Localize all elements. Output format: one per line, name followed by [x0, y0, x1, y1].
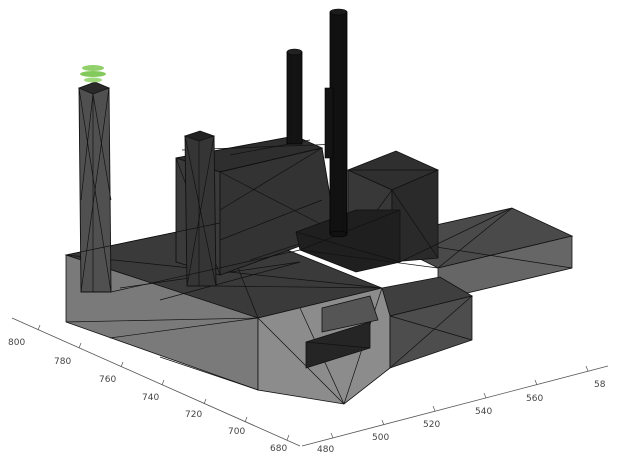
back-right-cube-edge [391, 189, 439, 259]
connector-edge [299, 209, 401, 251]
right-tick-mark [534, 379, 538, 386]
small-front-box-top [321, 295, 379, 333]
mid-column [183, 130, 217, 287]
small-roof-stack [324, 87, 334, 159]
left-axis: 800 780 760 740 720 700 680 [8, 317, 301, 452]
short-stack-body [286, 51, 303, 145]
platform-edge [159, 261, 301, 301]
building-edge [219, 171, 337, 233]
left-chimney-edge [92, 93, 112, 201]
platform-edge [109, 317, 259, 339]
overlay-edge [65, 222, 221, 256]
left-tick-mark [244, 416, 248, 423]
emission-plume [80, 65, 106, 83]
platform-edge [159, 356, 259, 391]
left-chimney-edge [80, 93, 94, 201]
right-tick-mark [585, 365, 589, 372]
short-stack-cap [286, 48, 303, 56]
right-tick-label: 520 [423, 420, 440, 430]
right-tick-label: 500 [372, 433, 389, 443]
right-tick-label: 58 [594, 380, 606, 390]
left-chimney-edge [80, 87, 110, 293]
left-chimney [77, 81, 112, 293]
overlay-edge [399, 207, 513, 263]
model-wireframe-overlay [65, 207, 513, 293]
right-axis: 480 500 520 540 560 58 [301, 365, 609, 452]
plume-layer [80, 71, 106, 77]
right-tick-mark [330, 432, 334, 439]
lower-right-box-edge [389, 315, 473, 341]
left-tick-label: 800 [8, 338, 25, 348]
left-tick-mark [203, 398, 207, 405]
building-edge [219, 199, 323, 241]
overlay-edge [299, 249, 439, 269]
right-axis-ticks [330, 365, 589, 439]
right-axis-line [301, 365, 609, 447]
connector-edge [295, 231, 401, 263]
left-tick-label: 680 [270, 444, 287, 452]
plume-layer [84, 77, 102, 83]
left-axis-line [11, 317, 301, 447]
right-tick-mark [432, 405, 436, 412]
small-front-box-edge [305, 341, 371, 349]
overlay-edge [215, 285, 383, 289]
left-tick-label: 760 [99, 375, 116, 385]
tall-stack-base [329, 230, 348, 238]
left-tick-mark [286, 434, 290, 441]
building-edge [219, 147, 323, 211]
lower-right-box [381, 276, 474, 369]
right-tick-label: 540 [475, 407, 492, 417]
left-tick-label: 740 [142, 393, 159, 403]
platform-edge [257, 317, 345, 405]
left-tick-label: 700 [228, 427, 245, 437]
left-tick-mark [120, 361, 124, 368]
right-wing-edge [437, 207, 513, 269]
right-tick-mark [381, 419, 385, 426]
small-roof-stack-body [324, 87, 334, 159]
tall-stack-cap [329, 8, 348, 16]
mid-column-edge [186, 135, 215, 287]
left-axis-ticks [37, 324, 290, 441]
left-tick-label: 720 [185, 410, 202, 420]
platform-edge [65, 317, 259, 323]
left-tick-label: 780 [54, 357, 71, 367]
right-tick-mark [483, 392, 487, 399]
plume-layer [82, 65, 104, 71]
short-stack [286, 48, 303, 145]
left-tick-mark [78, 342, 82, 349]
right-tick-label: 480 [317, 445, 334, 452]
small-front-box [305, 295, 379, 369]
building-model [64, 8, 574, 405]
lower-right-box-edge [389, 295, 473, 369]
left-tick-mark [37, 324, 41, 331]
left-tick-mark [161, 379, 165, 386]
overlay-edge [110, 249, 301, 293]
right-tick-label: 560 [526, 394, 543, 404]
